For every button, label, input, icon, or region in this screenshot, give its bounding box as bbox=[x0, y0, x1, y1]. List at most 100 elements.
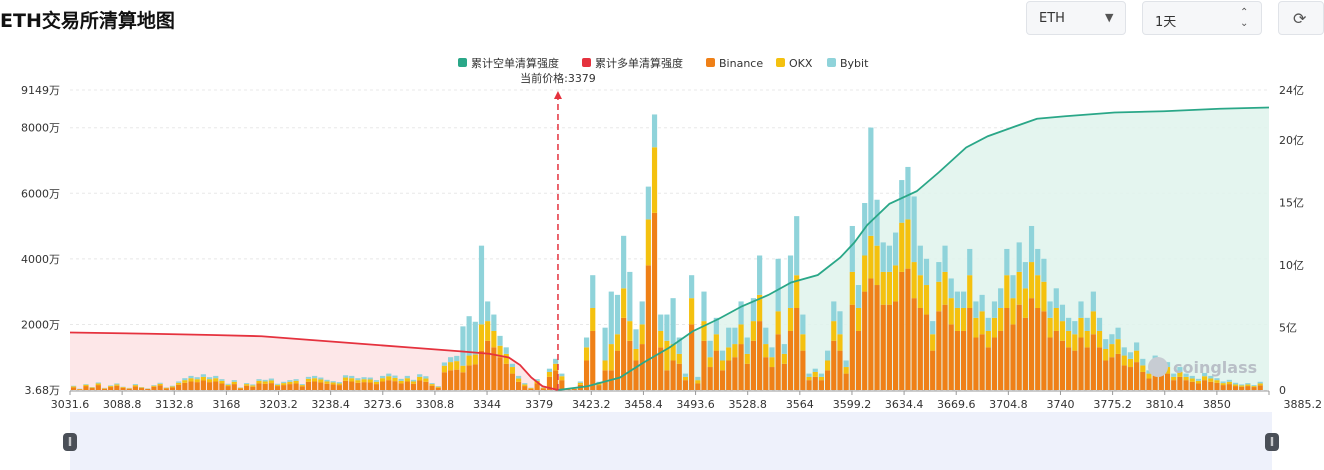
bar-bybit bbox=[633, 329, 639, 349]
bar-okx bbox=[132, 385, 138, 387]
bar-bybit bbox=[250, 384, 256, 386]
coin-select[interactable]: ETH ▼ bbox=[1026, 1, 1126, 35]
bar-binance bbox=[410, 383, 417, 390]
bar-binance bbox=[460, 372, 466, 390]
bar-bybit bbox=[1171, 373, 1177, 377]
bar-okx bbox=[701, 321, 707, 341]
bar-binance bbox=[899, 271, 905, 390]
bar-okx bbox=[1208, 378, 1214, 382]
bar-binance bbox=[83, 386, 89, 390]
bar-bybit bbox=[1041, 258, 1047, 282]
bar-binance bbox=[590, 330, 596, 390]
cumulative-lines bbox=[69, 106, 1270, 391]
bar-okx bbox=[342, 377, 349, 381]
bar-okx bbox=[892, 265, 899, 302]
bar-okx bbox=[577, 382, 583, 385]
bar-bybit bbox=[71, 385, 77, 387]
liquidation-chart: 累计空单清算强度 累计多单清算强度 Binance OKX Bybit 3.68万 200… bbox=[21, 56, 1322, 411]
bar-okx bbox=[1010, 298, 1016, 325]
bar-okx bbox=[1140, 365, 1146, 372]
bar-bybit bbox=[83, 384, 89, 385]
zoom-slider[interactable] bbox=[70, 412, 1272, 470]
bar-bybit bbox=[930, 321, 936, 335]
bar-bybit bbox=[763, 327, 769, 345]
legend-label: 累计空单清算强度 bbox=[471, 56, 559, 70]
bar-okx bbox=[676, 353, 682, 364]
bar-okx bbox=[627, 321, 633, 341]
bar-binance bbox=[101, 388, 108, 390]
bar-okx bbox=[960, 307, 967, 331]
bar-bybit bbox=[132, 384, 138, 386]
bar-bybit bbox=[1072, 321, 1078, 335]
bar-binance bbox=[89, 388, 95, 390]
bar-okx bbox=[256, 380, 262, 384]
bar-binance bbox=[862, 291, 868, 390]
bar-binance bbox=[312, 381, 318, 390]
bar-okx bbox=[460, 365, 466, 373]
bar-binance bbox=[1158, 373, 1164, 390]
bar-binance bbox=[806, 380, 812, 390]
current-price-label: 当前价格:3379 bbox=[520, 71, 596, 85]
bar-bybit bbox=[503, 347, 509, 354]
bar-okx bbox=[157, 383, 163, 386]
bar-okx bbox=[967, 275, 973, 308]
bar-okx bbox=[1066, 330, 1072, 348]
bar-bybit bbox=[491, 314, 497, 331]
bar-okx bbox=[658, 330, 664, 348]
x-tick-label: 3458.4 bbox=[624, 398, 663, 411]
bar-okx bbox=[1059, 321, 1066, 341]
bar-binance bbox=[763, 357, 769, 390]
bar-binance bbox=[423, 381, 429, 390]
range-select[interactable]: 1天 ⌃ ⌄ bbox=[1142, 1, 1262, 35]
bar-bybit bbox=[1220, 381, 1226, 384]
x-tick-label: 3273.6 bbox=[364, 398, 403, 411]
bar-bybit bbox=[256, 379, 262, 381]
page-title: ETH交易所清算地图 bbox=[0, 10, 175, 32]
y-right-tick-label: 10亿 bbox=[1279, 259, 1304, 272]
bar-binance bbox=[182, 382, 188, 390]
bar-okx bbox=[886, 271, 892, 305]
bar-bybit bbox=[553, 358, 559, 364]
bar-binance bbox=[114, 385, 120, 390]
bar-bybit bbox=[318, 377, 324, 380]
bar-binance bbox=[497, 357, 503, 390]
bar-binance bbox=[95, 385, 101, 390]
bar-bybit bbox=[985, 317, 991, 331]
bar-okx bbox=[497, 345, 503, 358]
bar-bybit bbox=[169, 385, 176, 387]
bar-binance bbox=[769, 367, 775, 390]
bar-binance bbox=[336, 385, 342, 390]
bar-okx bbox=[466, 355, 472, 366]
bar-binance bbox=[1084, 347, 1090, 390]
bar-bybit bbox=[1053, 288, 1059, 308]
bar-okx bbox=[1004, 275, 1010, 308]
bar-binance bbox=[454, 369, 460, 390]
bar-okx bbox=[1214, 380, 1220, 383]
bar-binance bbox=[1152, 370, 1158, 390]
bar-okx bbox=[917, 275, 923, 308]
zoom-handle-right[interactable]: ‖ bbox=[1265, 433, 1279, 451]
bar-okx bbox=[151, 385, 157, 387]
bar-bybit bbox=[435, 386, 441, 387]
bar-binance bbox=[695, 383, 701, 390]
bar-bybit bbox=[1121, 347, 1127, 356]
bar-bybit bbox=[843, 360, 849, 368]
bar-binance bbox=[1078, 337, 1084, 390]
bar-okx bbox=[899, 222, 905, 272]
bar-binance bbox=[886, 304, 892, 390]
bar-binance bbox=[1041, 311, 1047, 390]
bar-binance bbox=[281, 385, 287, 390]
bar-okx bbox=[262, 381, 268, 384]
bar-binance bbox=[670, 360, 676, 390]
zoom-handle-left[interactable]: ‖ bbox=[63, 433, 77, 451]
bar-bybit bbox=[176, 381, 182, 383]
long-cumulative-area bbox=[70, 332, 558, 390]
bar-okx bbox=[1121, 355, 1127, 366]
bar-okx bbox=[163, 387, 169, 389]
bar-okx bbox=[1251, 386, 1257, 388]
bar-binance bbox=[546, 376, 553, 390]
bar-okx bbox=[769, 357, 775, 368]
bar-bybit bbox=[423, 376, 429, 379]
bar-okx bbox=[318, 379, 324, 383]
bar-binance bbox=[1134, 362, 1140, 390]
